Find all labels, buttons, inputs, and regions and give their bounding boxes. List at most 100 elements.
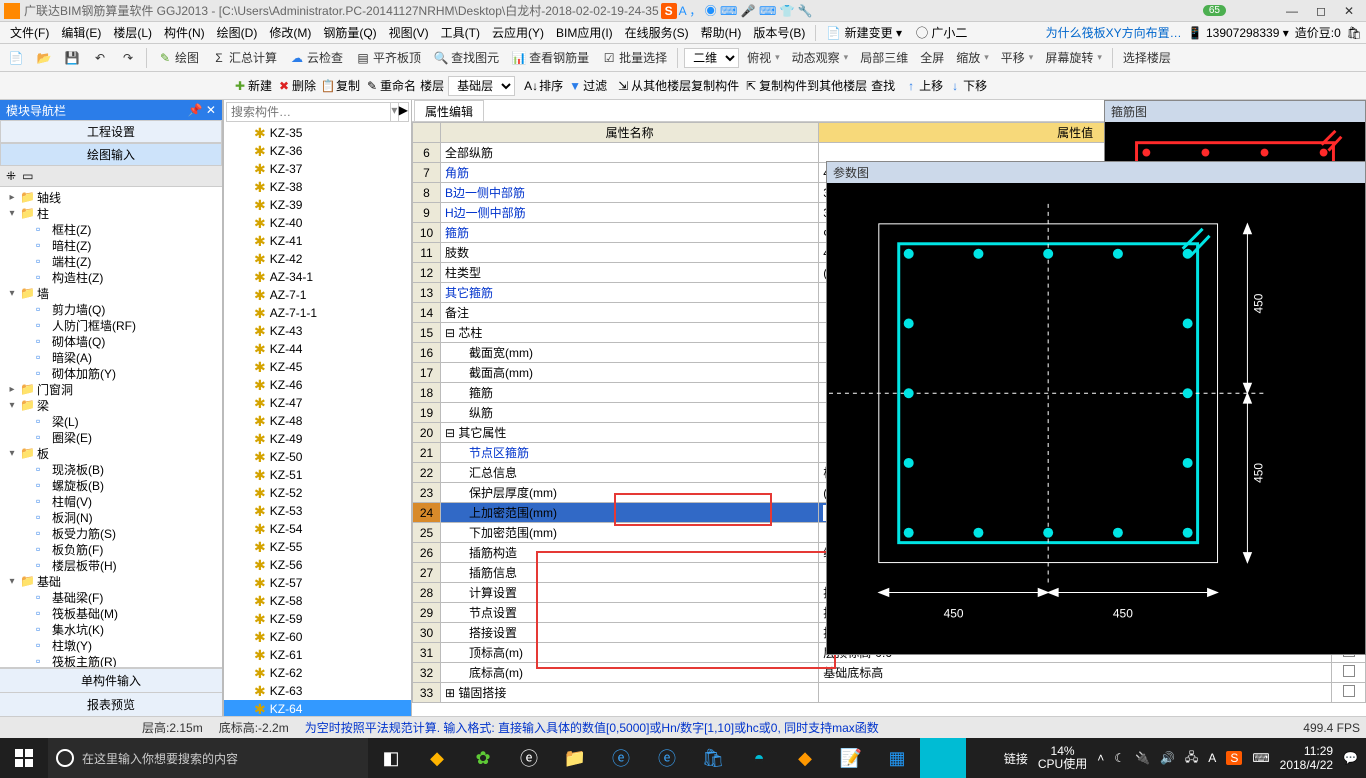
tree-item[interactable]: ▫板负筋(F) (2, 541, 220, 557)
cloud-check-button[interactable]: ☁云检查 (285, 47, 347, 68)
kz-item[interactable]: ✱KZ-64 (224, 700, 411, 716)
menu-item[interactable]: 视图(V) (383, 24, 435, 42)
taskbar-app-3[interactable]: ◓ (736, 738, 782, 778)
rotate-button[interactable]: 屏幕旋转 (1041, 47, 1106, 68)
taskbar-app-7[interactable]: ✚ (920, 738, 966, 778)
extra-checkbox[interactable] (1343, 665, 1355, 677)
menu-item[interactable]: 构件(N) (158, 24, 211, 42)
kz-item[interactable]: ✱KZ-61 (224, 646, 411, 664)
orbit-button[interactable]: 动态观察 (788, 47, 853, 68)
tree-group[interactable]: ▾📁梁 (2, 397, 220, 413)
menu-item[interactable]: 文件(F) (4, 24, 55, 42)
menu-item[interactable]: BIM应用(I) (550, 24, 619, 42)
tray-ime-a[interactable]: A (1208, 751, 1216, 765)
kz-item[interactable]: ✱KZ-39 (224, 196, 411, 214)
kz-item[interactable]: ✱KZ-63 (224, 682, 411, 700)
kz-item[interactable]: ✱KZ-57 (224, 574, 411, 592)
nav-pin-icon[interactable]: 📌 ✕ (188, 103, 216, 117)
taskbar-app-5[interactable]: 📝 (828, 738, 874, 778)
tree-item[interactable]: ▫圈梁(E) (2, 429, 220, 445)
floor-select[interactable]: 基础层 (448, 76, 515, 96)
kz-item[interactable]: ✱KZ-56 (224, 556, 411, 574)
tree-item[interactable]: ▫现浇板(B) (2, 461, 220, 477)
batch-select-button[interactable]: ☑批量选择 (597, 47, 671, 68)
kz-item[interactable]: ✱KZ-59 (224, 610, 411, 628)
menu-item[interactable]: 云应用(Y) (486, 24, 550, 42)
align-top-button[interactable]: ▤平齐板顶 (351, 47, 425, 68)
kz-item[interactable]: ✱KZ-44 (224, 340, 411, 358)
extra-checkbox[interactable] (1343, 685, 1355, 697)
kz-item[interactable]: ✱KZ-54 (224, 520, 411, 538)
taskbar-app-1[interactable]: ◆ (414, 738, 460, 778)
ime-icons[interactable]: A ， ◉ ⌨ 🎤 ⌨ 👕 🔧 (679, 2, 813, 19)
tree-group[interactable]: ▾📁柱 (2, 205, 220, 221)
search-input[interactable] (227, 103, 390, 121)
tree-item[interactable]: ▫框柱(Z) (2, 221, 220, 237)
search-go-button[interactable]: ▶ (398, 103, 408, 121)
ime-toolbar[interactable]: S A ， ◉ ⌨ 🎤 ⌨ 👕 🔧 (661, 2, 813, 19)
taskbar-search[interactable]: 在这里输入你想要搜索的内容 (48, 738, 368, 778)
ime-badge[interactable]: S (661, 3, 677, 19)
rename-comp-button[interactable]: ✎重命名 (364, 77, 416, 94)
topview-button[interactable]: 俯视 (743, 47, 784, 68)
kz-item[interactable]: ✱KZ-62 (224, 664, 411, 682)
kz-item[interactable]: ✱KZ-53 (224, 502, 411, 520)
menu-item[interactable]: 绘图(D) (211, 24, 264, 42)
view-rebar-button[interactable]: 📊查看钢筋量 (507, 47, 593, 68)
undo-button[interactable]: ↶ (88, 48, 112, 68)
kz-item[interactable]: ✱KZ-41 (224, 232, 411, 250)
tree-item[interactable]: ▫剪力墙(Q) (2, 301, 220, 317)
tree-group[interactable]: ▾📁墙 (2, 285, 220, 301)
tree-item[interactable]: ▫螺旋板(B) (2, 477, 220, 493)
kz-item[interactable]: ✱KZ-46 (224, 376, 411, 394)
taskbar-edge[interactable]: ⓔ (506, 738, 552, 778)
tree-item[interactable]: ▫暗柱(Z) (2, 237, 220, 253)
select-floor-button[interactable]: 选择楼层 (1119, 47, 1175, 68)
kz-item[interactable]: ✱KZ-60 (224, 628, 411, 646)
new-doc-button[interactable]: 📄 (4, 48, 28, 68)
tree-item[interactable]: ▫端柱(Z) (2, 253, 220, 269)
collapse-icon[interactable]: ▭ (22, 169, 33, 183)
start-button[interactable] (0, 738, 48, 778)
kz-item[interactable]: ✱KZ-50 (224, 448, 411, 466)
expand-icon[interactable]: ⁜ (6, 169, 16, 183)
taskbar-store[interactable]: 🛍 (690, 738, 736, 778)
save-button[interactable]: 💾 (60, 48, 84, 68)
kz-item[interactable]: ✱KZ-40 (224, 214, 411, 232)
menu-item[interactable]: 帮助(H) (695, 24, 748, 42)
taskbar-app-2[interactable]: ✿ (460, 738, 506, 778)
filter-button[interactable]: ▼过滤 (567, 77, 607, 94)
tray-ime-s[interactable]: S (1226, 751, 1242, 765)
fullscreen-button[interactable]: 全屏 (916, 47, 948, 68)
tree-item[interactable]: ▫筏板主筋(R) (2, 653, 220, 667)
sum-button[interactable]: Σ汇总计算 (207, 47, 281, 68)
tree-item[interactable]: ▫柱帽(V) (2, 493, 220, 509)
tray-volume-icon[interactable]: 🔊 (1160, 751, 1175, 765)
menu-item[interactable]: 钢筋量(Q) (317, 24, 382, 42)
menu-item[interactable]: 版本号(B) (747, 24, 811, 42)
tree-group[interactable]: ▾📁基础 (2, 573, 220, 589)
kz-item[interactable]: ✱AZ-7-1-1 (224, 304, 411, 322)
sort-button[interactable]: A↓排序 (523, 77, 563, 94)
notify-badge[interactable]: 65 (1203, 5, 1226, 16)
kz-list[interactable]: ✱KZ-35✱KZ-36✱KZ-37✱KZ-38✱KZ-39✱KZ-40✱KZ-… (224, 124, 411, 716)
kz-item[interactable]: ✱KZ-55 (224, 538, 411, 556)
new-comp-button[interactable]: ✚新建 (232, 77, 272, 94)
redo-button[interactable]: ↷ (116, 48, 140, 68)
menu-item[interactable]: 修改(M) (263, 24, 317, 42)
tree-item[interactable]: ▫集水坑(K) (2, 621, 220, 637)
kz-item[interactable]: ✱KZ-37 (224, 160, 411, 178)
kz-item[interactable]: ✱KZ-58 (224, 592, 411, 610)
kz-item[interactable]: ✱KZ-36 (224, 142, 411, 160)
kz-item[interactable]: ✱AZ-34-1 (224, 268, 411, 286)
tree-item[interactable]: ▫板受力筋(S) (2, 525, 220, 541)
tray-link[interactable]: 链接 (1004, 750, 1028, 767)
kz-item[interactable]: ✱KZ-43 (224, 322, 411, 340)
local3d-button[interactable]: 局部三维 (856, 47, 912, 68)
tree-item[interactable]: ▫柱墩(Y) (2, 637, 220, 653)
tree-item[interactable]: ▫基础梁(F) (2, 589, 220, 605)
tree-item[interactable]: ▫构造柱(Z) (2, 269, 220, 285)
tree-item[interactable]: ▫砌体加筋(Y) (2, 365, 220, 381)
tree-group[interactable]: ▸📁门窗洞 (2, 381, 220, 397)
zoom-button[interactable]: 缩放 (952, 47, 993, 68)
